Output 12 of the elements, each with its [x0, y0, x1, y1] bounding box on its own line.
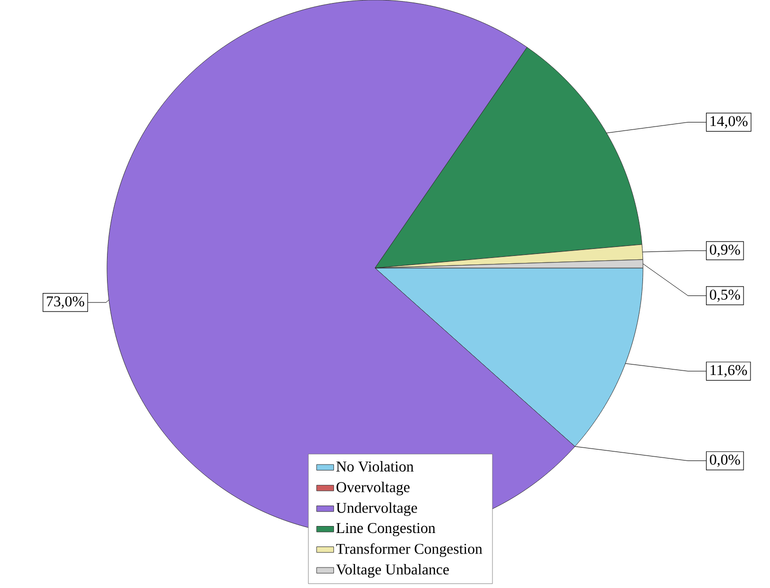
legend-label: Overvoltage: [336, 482, 410, 496]
legend-label: Line Congestion: [336, 523, 436, 536]
data-label: 11,6%: [710, 365, 747, 378]
data-label: 14,0%: [710, 116, 748, 128]
legend-label: Undervoltage: [336, 502, 418, 516]
legend-label: Voltage Unbalance: [336, 564, 449, 578]
data-label: 0,5%: [710, 290, 740, 302]
data-label: 73,0%: [46, 296, 84, 309]
data-label: 0,9%: [710, 244, 740, 257]
legend-label: Transformer Congestion: [336, 543, 482, 557]
text: 0,0%: [710, 454, 740, 467]
legend-label: No Violation: [336, 461, 414, 472]
